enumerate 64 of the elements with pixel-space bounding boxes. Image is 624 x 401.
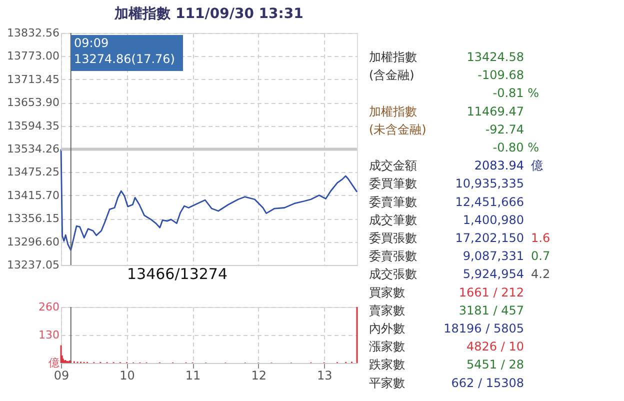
text: 10,935,335 xyxy=(455,176,524,191)
y-tick-label: 13356.15 xyxy=(7,212,60,226)
text: 加權指數 xyxy=(369,50,417,64)
text: 1,400,980 xyxy=(462,212,524,227)
text: 成交張數 xyxy=(369,267,417,282)
text: (含金融) xyxy=(369,68,414,82)
text: 成交金額 xyxy=(369,158,417,173)
text: 18196 / 5805 xyxy=(444,322,524,336)
y-tick-label: 13475.25 xyxy=(7,166,60,179)
text: -109.68 xyxy=(478,68,524,82)
text: 662 / 15308 xyxy=(451,376,524,390)
y-tick-label: 億 xyxy=(48,356,60,370)
y-tick-label: 13653.90 xyxy=(7,96,60,110)
y-tick-label: 13237.05 xyxy=(7,258,60,272)
text: 漲家數 xyxy=(369,340,405,354)
y-tick-label: 13296.60 xyxy=(7,235,60,248)
x-tick-label: 13 xyxy=(316,368,332,382)
text: 2083.94 xyxy=(474,158,524,173)
x-tick-label: 12 xyxy=(251,368,266,382)
y-tick-label: 13832.56 xyxy=(7,26,60,40)
text: 委買筆數 xyxy=(369,176,417,191)
text: 買家數 xyxy=(369,285,405,300)
y-tick-label: 13713.45 xyxy=(7,72,60,86)
text: 委買張數 xyxy=(369,231,417,245)
line-series xyxy=(60,148,358,251)
text: -92.74 xyxy=(485,122,524,136)
text: (未含金融) xyxy=(369,122,426,136)
text: 委賣張數 xyxy=(369,249,417,264)
y-tick-label: 13534.26 xyxy=(7,142,60,156)
y-tick-label: 13594.35 xyxy=(7,119,60,132)
text: 1.6 xyxy=(531,231,550,245)
text: 成交筆數 xyxy=(369,212,417,227)
text: 0.7 xyxy=(531,249,550,264)
text: 17,202,150 xyxy=(455,231,524,245)
text: 9,087,331 xyxy=(462,249,524,264)
annotation: 13466/13274 xyxy=(127,265,228,283)
x-tick-label: 09 xyxy=(54,368,70,382)
text: -0.81 % xyxy=(492,86,539,100)
text: 5,924,954 xyxy=(462,267,524,282)
text: 13424.58 xyxy=(466,50,524,64)
text: 4826 / 10 xyxy=(466,340,524,354)
text: 委賣筆數 xyxy=(369,194,417,209)
annotation: 09:09 xyxy=(74,36,109,50)
y-tick-label: 13773.00 xyxy=(7,50,60,63)
text: 加權指數 xyxy=(369,104,417,118)
text: 內外數 xyxy=(369,322,405,336)
chart-title: 加權指數 111/09/30 13:31 xyxy=(114,6,304,22)
text: 1661 / 212 xyxy=(458,285,524,300)
annotation: 13274.86(17.76) xyxy=(74,52,175,66)
x-tick-label: 10 xyxy=(120,368,135,382)
text: 5451 / 28 xyxy=(466,358,524,372)
text: 11469.47 xyxy=(466,104,524,118)
text: 12,451,666 xyxy=(455,194,524,209)
x-tick-label: 11 xyxy=(185,368,201,382)
text: -0.80 % xyxy=(492,140,539,154)
y-tick-label: 260 xyxy=(38,300,60,314)
text: 億 xyxy=(531,158,543,173)
y-tick-label: 130 xyxy=(38,328,60,342)
text: 3181 / 457 xyxy=(458,303,524,318)
text: 平家數 xyxy=(369,376,405,390)
text: 跌家數 xyxy=(369,358,405,372)
text: 賣家數 xyxy=(369,303,405,318)
y-tick-label: 13415.70 xyxy=(7,188,60,202)
text: 4.2 xyxy=(531,267,550,282)
